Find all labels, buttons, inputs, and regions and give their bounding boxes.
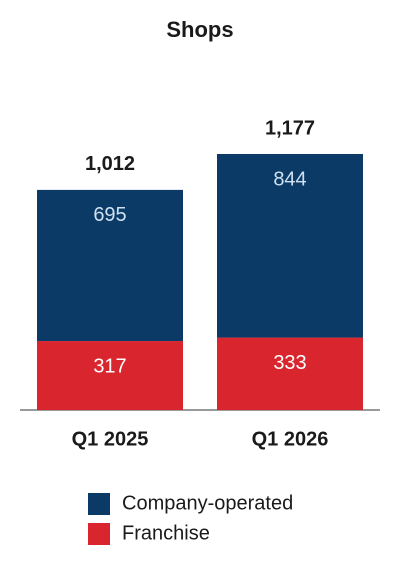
total-label: 1,012 [85, 153, 135, 175]
x-tick-label: Q1 2026 [252, 428, 329, 450]
data-label: 844 [273, 168, 306, 190]
bar-segment [217, 337, 363, 410]
chart-title: Shops [166, 17, 233, 42]
total-label: 1,177 [265, 117, 315, 139]
data-label: 317 [93, 355, 126, 377]
bar-segment [37, 189, 183, 342]
legend-label: Franchise [122, 522, 210, 544]
bar-segment [217, 154, 363, 338]
legend-label: Company-operated [122, 492, 293, 514]
legend-swatch [88, 493, 110, 515]
x-tick-label: Q1 2025 [72, 428, 149, 450]
legend-swatch [88, 523, 110, 545]
bar-segment [37, 341, 183, 410]
data-label: 695 [93, 204, 126, 226]
data-label: 333 [273, 352, 306, 374]
